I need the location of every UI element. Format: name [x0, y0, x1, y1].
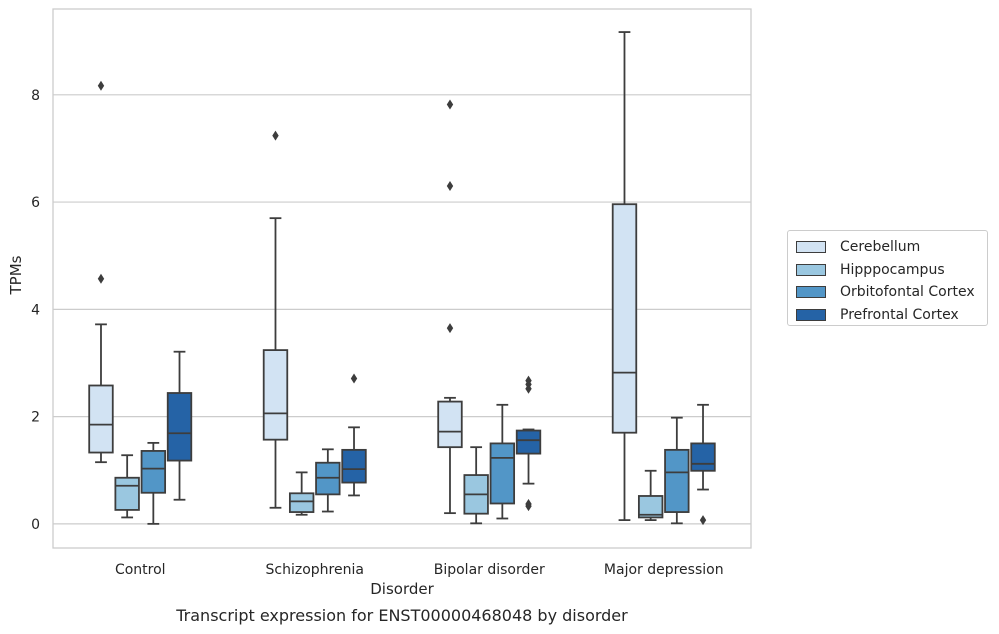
- box-iqr: [88, 384, 114, 454]
- box-2-1: [463, 446, 489, 525]
- outlier-point: [699, 515, 707, 526]
- legend-item-cerebellum: Cerebellum: [796, 236, 979, 259]
- box-3-1: [637, 469, 664, 522]
- box-1-1: [288, 471, 315, 516]
- legend-label: Hipppocampus: [840, 261, 945, 278]
- box-iqr: [489, 442, 516, 505]
- y-tick-label: 6: [31, 195, 40, 211]
- plot-frame: [52, 8, 752, 549]
- x-tick-label: Major depression: [604, 562, 724, 578]
- legend-swatch: [796, 308, 826, 321]
- box-3-0: [611, 31, 638, 522]
- box-iqr: [637, 495, 664, 519]
- box-2-3: [515, 375, 542, 512]
- box-3-2: [664, 416, 690, 525]
- box-iqr: [140, 450, 167, 494]
- x-tick-label: Bipolar disorder: [434, 562, 545, 578]
- box-0-0: [88, 80, 114, 464]
- y-axis-label: TPMs: [7, 255, 25, 295]
- legend-label: Prefrontal Cortex: [840, 306, 959, 323]
- x-tick-label: Control: [115, 562, 166, 578]
- outlier-point: [525, 499, 532, 510]
- box-iqr: [288, 492, 315, 513]
- legend-item-prefrontal-cortex: Prefrontal Cortex: [796, 304, 979, 327]
- box-2-0: [437, 99, 463, 515]
- legend-item-orbitofrontal-cortex: Orbitofontal Cortex: [796, 281, 979, 304]
- legend-item-hippocampus: Hipppocampus: [796, 259, 979, 282]
- outlier-point: [350, 373, 358, 384]
- x-tick-label: Schizophrenia: [266, 562, 364, 578]
- box-iqr: [664, 448, 690, 513]
- outlier-point: [525, 375, 532, 386]
- y-tick-label: 0: [31, 517, 40, 533]
- legend-swatch: [796, 263, 826, 276]
- legend-label: Orbitofontal Cortex: [840, 284, 975, 301]
- box-0-2: [140, 441, 167, 525]
- outlier-point: [272, 130, 279, 141]
- figure-caption: Transcript expression for ENST0000046804…: [176, 606, 628, 625]
- y-tick-label: 4: [31, 302, 40, 318]
- box-iqr: [341, 448, 367, 484]
- outlier-point: [446, 180, 454, 191]
- legend-swatch: [796, 241, 826, 254]
- box-0-1: [114, 454, 140, 519]
- box-iqr: [437, 400, 463, 449]
- outlier-point: [97, 273, 105, 284]
- outlier-point: [446, 323, 454, 334]
- outlier-point: [446, 99, 454, 110]
- box-iqr: [515, 429, 542, 455]
- x-axis-label: Disorder: [370, 580, 434, 598]
- legend: Cerebellum Hipppocampus Orbitofontal Cor…: [787, 230, 988, 326]
- box-iqr: [114, 476, 140, 511]
- box-1-2: [315, 448, 341, 513]
- x-tick-labels: Control Schizophrenia Bipolar disorder Majo…: [115, 562, 724, 578]
- box-1-0: [262, 130, 289, 509]
- box-layer: [88, 31, 716, 526]
- y-tick-label: 2: [31, 410, 40, 426]
- box-iqr: [166, 392, 193, 462]
- box-3-3: [690, 403, 716, 526]
- y-tick-label: 8: [31, 88, 40, 104]
- box-2-2: [489, 403, 516, 520]
- outlier-point: [97, 80, 105, 91]
- legend-label: Cerebellum: [840, 239, 921, 256]
- box-0-3: [166, 350, 193, 501]
- box-iqr: [690, 442, 716, 472]
- legend-swatch: [796, 286, 826, 299]
- box-iqr: [262, 349, 289, 441]
- box-iqr: [611, 203, 638, 434]
- y-tick-labels: 0 2 4 6 8: [31, 88, 40, 533]
- box-1-3: [341, 373, 367, 497]
